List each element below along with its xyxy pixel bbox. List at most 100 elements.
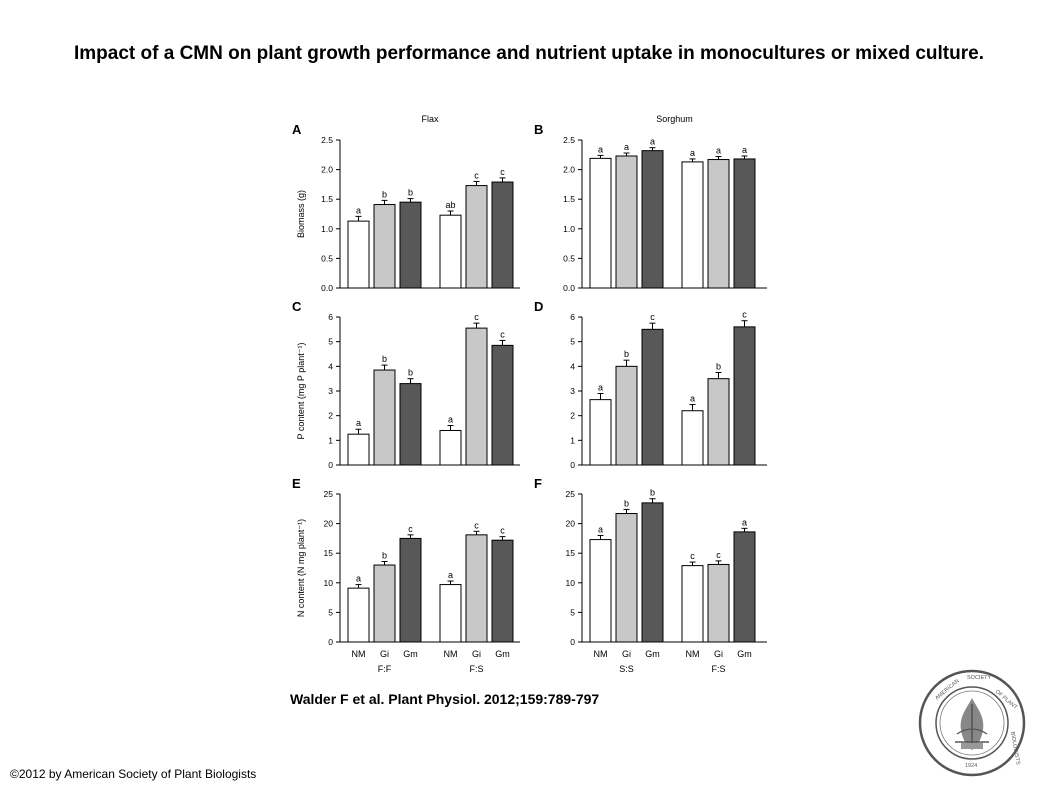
panel-c-letter: C bbox=[292, 299, 302, 314]
panel-c-bar bbox=[373, 369, 396, 466]
panel-e-y-tick-label: 20 bbox=[324, 519, 334, 529]
panel-a-significance-letter: c bbox=[474, 170, 479, 180]
panel-d-bar bbox=[707, 378, 730, 466]
panel-a-bar bbox=[399, 201, 422, 289]
panel-a-y-label: Biomass (g) bbox=[296, 190, 306, 238]
panel-e-bar bbox=[439, 584, 462, 643]
panel-c-y-tick-label: 4 bbox=[328, 361, 333, 371]
citation: Walder F et al. Plant Physiol. 2012;159:… bbox=[290, 691, 600, 707]
panel-f-letter: F bbox=[534, 476, 542, 491]
panel-e-x-tick-label: Gm bbox=[403, 649, 418, 659]
panel-b-significance-letter: a bbox=[598, 144, 603, 154]
panel-d-letter: D bbox=[534, 299, 543, 314]
panel-e-letter: E bbox=[292, 476, 301, 491]
panel-f-bar bbox=[733, 531, 756, 643]
slide-title: Impact of a CMN on plant growth performa… bbox=[74, 43, 984, 64]
panel-e-group-label: F:S bbox=[469, 664, 483, 674]
panel-d-y-tick-label: 5 bbox=[570, 337, 575, 347]
panel-d-significance-letter: c bbox=[742, 310, 747, 320]
panel-b-bar bbox=[615, 155, 638, 289]
panel-f-x-tick-label: Gm bbox=[737, 649, 752, 659]
svg-text:SOCIETY: SOCIETY bbox=[967, 675, 991, 681]
panel-c-significance-letter: c bbox=[474, 312, 479, 322]
panel-f-y-tick-label: 5 bbox=[570, 607, 575, 617]
panel-c-bar bbox=[347, 433, 370, 466]
panel-c-significance-letter: a bbox=[356, 418, 361, 428]
panel-e-x-tick-label: NM bbox=[352, 649, 366, 659]
panel-c-y-tick-label: 3 bbox=[328, 386, 333, 396]
panel-b-bar bbox=[589, 157, 612, 289]
panel-f-x-tick-label: Gi bbox=[714, 649, 723, 659]
panel-a-bar bbox=[373, 204, 396, 289]
panel-d-y-tick-label: 4 bbox=[570, 361, 575, 371]
panel-d-bar bbox=[641, 328, 664, 466]
panel-c-y-tick-label: 2 bbox=[328, 411, 333, 421]
panel-a-column-title: Flax bbox=[421, 114, 439, 124]
panel-a-letter: A bbox=[292, 122, 302, 137]
panel-d-bar bbox=[681, 410, 704, 466]
panel-e-y-tick-label: 25 bbox=[324, 489, 334, 499]
panel-a-y-tick-label: 0.0 bbox=[321, 283, 333, 293]
svg-text:BIOLOGISTS: BIOLOGISTS bbox=[1009, 731, 1021, 765]
society-seal-logo: AMERICAN SOCIETY OF PLANT BIOLOGISTS 192… bbox=[918, 669, 1026, 777]
panel-f-y-tick-label: 15 bbox=[566, 548, 576, 558]
copyright-notice: ©2012 by American Society of Plant Biolo… bbox=[10, 767, 257, 781]
panel-d-bar bbox=[589, 399, 612, 466]
panel-f-significance-letter: c bbox=[690, 551, 695, 561]
panel-b-column-title: Sorghum bbox=[656, 114, 693, 124]
panel-f-significance-letter: a bbox=[598, 524, 603, 534]
panel-f-y-tick-label: 25 bbox=[566, 489, 576, 499]
panel-c-y-label: P content (mg P plant⁻¹) bbox=[296, 343, 306, 440]
panel-b-significance-letter: a bbox=[624, 142, 629, 152]
panel-d-significance-letter: c bbox=[650, 312, 655, 322]
panel-a-bar bbox=[439, 214, 462, 289]
panel-a-y-tick-label: 1.0 bbox=[321, 224, 333, 234]
panel-e-y-tick-label: 0 bbox=[328, 637, 333, 647]
panel-f-x-tick-label: Gm bbox=[645, 649, 660, 659]
panel-f-significance-letter: c bbox=[716, 550, 721, 560]
panel-f-bar bbox=[681, 565, 704, 643]
panel-e-significance-letter: c bbox=[408, 524, 413, 534]
panel-f-bar bbox=[707, 563, 730, 643]
panel-e-significance-letter: c bbox=[474, 520, 479, 530]
panel-f-y-tick-label: 10 bbox=[566, 578, 576, 588]
panel-a-significance-letter: a bbox=[356, 205, 361, 215]
panel-f-bar bbox=[641, 502, 664, 643]
panel-d-significance-letter: b bbox=[624, 349, 629, 359]
panel-d-y-tick-label: 1 bbox=[570, 435, 575, 445]
panel-f-significance-letter: b bbox=[624, 498, 629, 508]
panel-f-bar bbox=[615, 513, 638, 643]
panel-e-x-tick-label: Gi bbox=[472, 649, 481, 659]
panel-d-y-tick-label: 2 bbox=[570, 411, 575, 421]
panel-c-y-tick-label: 6 bbox=[328, 312, 333, 322]
panel-e-y-tick-label: 15 bbox=[324, 548, 334, 558]
panel-f-x-tick-label: NM bbox=[594, 649, 608, 659]
panel-c-bar bbox=[399, 383, 422, 466]
panel-b-y-tick-label: 0.0 bbox=[563, 283, 575, 293]
panel-c-y-tick-label: 0 bbox=[328, 460, 333, 470]
panel-b-significance-letter: a bbox=[716, 146, 721, 156]
panel-e-x-tick-label: Gm bbox=[495, 649, 510, 659]
panel-c-y-tick-label: 1 bbox=[328, 435, 333, 445]
panel-f-significance-letter: a bbox=[742, 517, 747, 527]
panel-e-y-tick-label: 10 bbox=[324, 578, 334, 588]
panel-a-significance-letter: ab bbox=[445, 200, 455, 210]
panel-d-significance-letter: b bbox=[716, 362, 721, 372]
panel-b-y-tick-label: 0.5 bbox=[563, 253, 575, 263]
panel-a-significance-letter: c bbox=[500, 167, 505, 177]
panel-c-significance-letter: c bbox=[500, 329, 505, 339]
panel-b-bar bbox=[733, 158, 756, 289]
panel-a-bar bbox=[491, 181, 514, 289]
panel-e-x-tick-label: Gi bbox=[380, 649, 389, 659]
panel-f-group-label: S:S bbox=[619, 664, 634, 674]
panel-b-y-tick-label: 2.5 bbox=[563, 135, 575, 145]
panel-e-significance-letter: b bbox=[382, 550, 387, 560]
panel-b-letter: B bbox=[534, 122, 543, 137]
panel-f-significance-letter: b bbox=[650, 488, 655, 498]
panel-c-significance-letter: b bbox=[408, 368, 413, 378]
panel-e-significance-letter: c bbox=[500, 526, 505, 536]
panel-b-significance-letter: a bbox=[742, 145, 747, 155]
panel-e-significance-letter: a bbox=[356, 574, 361, 584]
panel-e-bar bbox=[491, 539, 514, 643]
